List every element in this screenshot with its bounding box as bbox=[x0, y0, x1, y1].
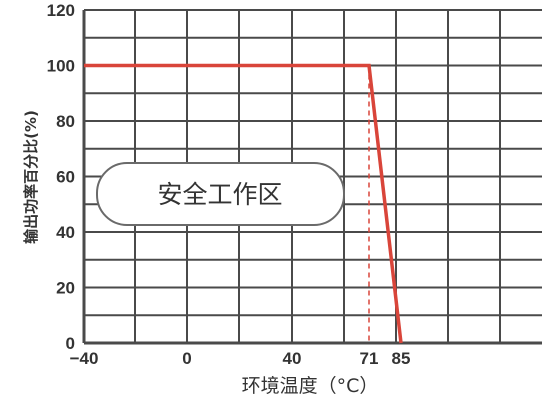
y-tick-label: 80 bbox=[56, 112, 75, 131]
y-tick-label: 120 bbox=[47, 1, 75, 20]
series-line bbox=[84, 63, 403, 344]
x-tick-label: 71 bbox=[360, 349, 379, 368]
y-axis-label: 输出功率百分比(%) bbox=[22, 110, 40, 244]
y-tick-label: 0 bbox=[66, 334, 75, 353]
safe-zone: 安全工作区 bbox=[96, 162, 345, 226]
y-tick-label: 100 bbox=[47, 57, 75, 76]
x-axis-ticks: −40 0 40 71 85 bbox=[70, 349, 411, 368]
y-tick-label: 20 bbox=[56, 279, 75, 298]
x-axis-label: 环境温度（°C） bbox=[242, 375, 379, 397]
safe-zone-label: 安全工作区 bbox=[157, 180, 282, 209]
x-tick-label: 40 bbox=[283, 349, 302, 368]
series bbox=[84, 63, 403, 344]
x-tick-label: 0 bbox=[182, 349, 191, 368]
x-tick-label: −40 bbox=[70, 349, 99, 368]
x-tick-label: 85 bbox=[392, 349, 411, 368]
safe-zone-box bbox=[96, 162, 345, 226]
y-tick-label: 60 bbox=[56, 168, 75, 187]
y-axis-ticks: 0 20 40 60 80 100 120 bbox=[47, 1, 75, 353]
y-tick-label: 40 bbox=[56, 223, 75, 242]
